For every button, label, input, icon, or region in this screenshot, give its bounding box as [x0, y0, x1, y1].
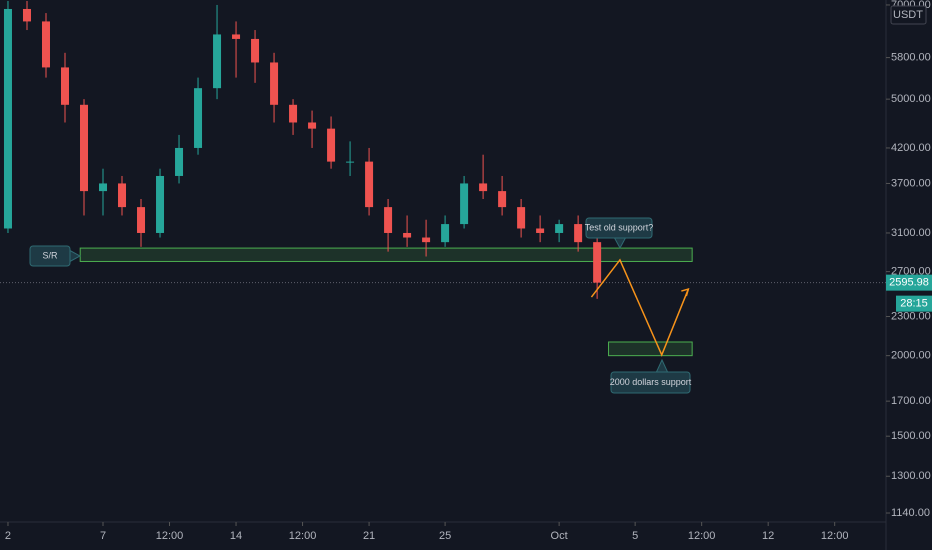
- support-zone: [608, 341, 693, 357]
- candle-body: [270, 62, 279, 105]
- x-tick-label: 12:00: [156, 530, 184, 542]
- support-callout-text: 2000 dollars support: [610, 377, 692, 387]
- candle-body: [137, 207, 146, 233]
- candle-body: [118, 183, 127, 208]
- candle-body: [346, 161, 355, 163]
- candle-body: [3, 8, 12, 229]
- last-price-box: [886, 274, 932, 291]
- support-zone: [79, 247, 693, 262]
- countdown-box: [896, 295, 932, 312]
- candle-body: [156, 175, 165, 233]
- y-tick-label: 5000.00: [891, 93, 931, 105]
- last-price-label: 2595.98: [889, 277, 929, 289]
- x-tick-label: 25: [439, 530, 451, 542]
- x-tick-label: 2: [5, 530, 11, 542]
- y-tick-label: 3100.00: [891, 227, 931, 239]
- candle-body: [175, 147, 184, 176]
- candle-body: [194, 88, 203, 148]
- candle-body: [251, 38, 260, 63]
- y-tick-label: 1500.00: [891, 430, 931, 442]
- candle-body: [536, 228, 545, 233]
- countdown-label: 28:15: [900, 298, 928, 310]
- candle-body: [213, 34, 222, 89]
- x-tick-label: 12: [762, 530, 774, 542]
- candle-body: [60, 67, 69, 105]
- x-tick-label: 12:00: [289, 530, 317, 542]
- x-tick-label: 7: [100, 530, 106, 542]
- x-tick-label: 12:00: [688, 530, 716, 542]
- y-tick-label: 4200.00: [891, 142, 931, 154]
- candle-body: [479, 183, 488, 192]
- candle-body: [593, 242, 602, 283]
- y-tick-label: 5800.00: [891, 52, 931, 64]
- candle-body: [422, 237, 431, 243]
- candle-body: [403, 232, 412, 238]
- plot-area: [0, 0, 886, 357]
- arrow-head: [681, 287, 690, 297]
- x-tick-label: 14: [230, 530, 242, 542]
- x-tick-label: 12:00: [821, 530, 849, 542]
- projection-path: [590, 258, 690, 357]
- test-callout: [585, 217, 653, 239]
- sr-callout-text: S/R: [42, 250, 58, 260]
- y-tick-label: 1140.00: [891, 507, 930, 519]
- x-tick-label: Oct: [551, 530, 568, 542]
- candle-body: [517, 207, 526, 229]
- y-tick-label: 1300.00: [891, 470, 931, 482]
- candle-body: [498, 191, 507, 208]
- x-tick-label: 21: [363, 530, 375, 542]
- candle-body: [80, 104, 89, 192]
- sr-callout: [29, 245, 71, 267]
- candle-body: [308, 122, 317, 129]
- candle-body: [574, 224, 583, 243]
- candle-body: [365, 161, 374, 208]
- candle-body: [327, 128, 336, 162]
- y-tick-label: 3700.00: [891, 177, 931, 189]
- y-tick-label: 2700.00: [891, 266, 931, 278]
- y-tick-label: 1700.00: [891, 395, 931, 407]
- y-tick-label: 7000.00: [891, 0, 931, 11]
- candle-body: [384, 207, 393, 233]
- test-callout-text: Test old support?: [585, 222, 654, 232]
- x-tick-label: 5: [632, 530, 638, 542]
- support-callout: [610, 371, 691, 394]
- candle-body: [232, 34, 241, 39]
- candle-body: [41, 21, 50, 68]
- currency-box: [890, 5, 927, 25]
- candle-body: [441, 224, 450, 243]
- candle-body: [22, 8, 31, 22]
- candle-body: [99, 183, 108, 192]
- y-tick-label: 2000.00: [891, 350, 931, 362]
- candle-body: [555, 224, 564, 233]
- y-tick-label: 2300.00: [891, 310, 931, 322]
- candle-body: [289, 104, 298, 123]
- candle-body: [460, 183, 469, 225]
- currency-label: USDT: [893, 9, 923, 21]
